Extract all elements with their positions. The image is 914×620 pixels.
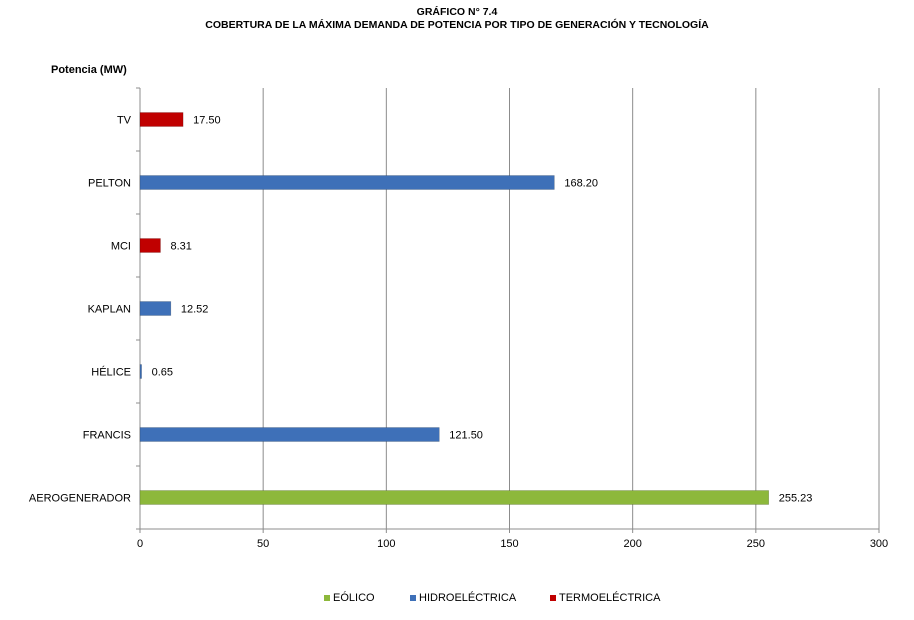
- x-tick-label: 250: [747, 538, 765, 550]
- legend-label-termoelectrica: TERMOELÉCTRICA: [559, 592, 661, 604]
- x-tick-label: 50: [257, 538, 269, 550]
- y-axis-label: Potencia (MW): [51, 64, 127, 76]
- bar-hidroelectrica: [139, 175, 555, 190]
- legend-swatch-eolico: [324, 595, 330, 601]
- data-label: 12.52: [181, 304, 209, 316]
- x-tick-label: 300: [870, 538, 888, 550]
- category-label: AEROGENERADOR: [29, 493, 131, 505]
- category-label: MCI: [111, 241, 131, 253]
- data-label: 121.50: [449, 430, 483, 442]
- data-label: 0.65: [152, 367, 173, 379]
- data-label: 8.31: [170, 241, 191, 253]
- data-label: 255.23: [779, 493, 813, 505]
- category-label: TV: [117, 115, 132, 127]
- legend-label-hidroelectrica: HIDROELÉCTRICA: [419, 592, 517, 604]
- legend-label-eolico: EÓLICO: [333, 592, 375, 604]
- chart-subtitle: COBERTURA DE LA MÁXIMA DEMANDA DE POTENC…: [205, 19, 709, 31]
- chart-title: GRÁFICO N° 7.4: [416, 6, 498, 18]
- legend-item-termoelectrica: TERMOELÉCTRICA: [550, 592, 660, 604]
- bar-termoelectrica: [139, 112, 184, 127]
- bar-termoelectrica: [139, 238, 161, 253]
- category-label: PELTON: [88, 178, 131, 190]
- bar-eolico: [139, 490, 770, 505]
- data-label: 168.20: [564, 178, 598, 190]
- x-tick-label: 0: [137, 538, 143, 550]
- legend-swatch-termoelectrica: [550, 595, 556, 601]
- legend-item-hidroelectrica: HIDROELÉCTRICA: [410, 592, 516, 604]
- bar-hidroelectrica: [139, 427, 440, 442]
- data-label: 17.50: [193, 115, 221, 127]
- legend-swatch-hidroelectrica: [410, 595, 416, 601]
- category-label: KAPLAN: [88, 304, 131, 316]
- category-label: FRANCIS: [83, 430, 131, 442]
- bar-hidroelectrica: [139, 364, 142, 379]
- x-tick-label: 200: [623, 538, 641, 550]
- bar-hidroelectrica: [139, 301, 172, 316]
- legend-item-eolico: EÓLICO: [324, 592, 375, 604]
- x-tick-label: 100: [377, 538, 395, 550]
- category-label: HÉLICE: [91, 366, 131, 379]
- x-tick-label: 150: [500, 538, 518, 550]
